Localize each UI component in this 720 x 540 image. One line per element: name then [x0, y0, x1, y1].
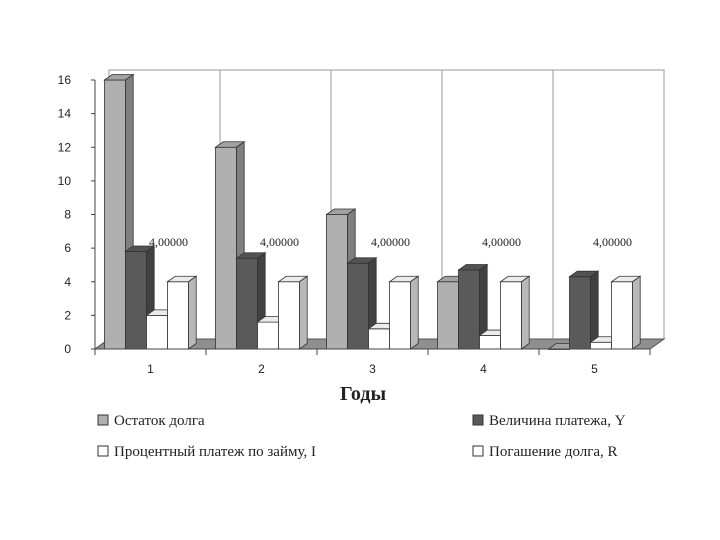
bar-series-group: [103, 73, 642, 350]
bar-side: [299, 275, 308, 350]
bar-front: [104, 79, 126, 350]
bar-side: [632, 275, 641, 350]
bar: [457, 263, 489, 350]
y-tick-label: 14: [58, 107, 72, 121]
bar-front: [389, 281, 411, 350]
x-tick-label: 4: [480, 362, 487, 376]
bar-front: [437, 281, 459, 350]
bar-front: [500, 281, 522, 350]
y-tick-label: 8: [64, 208, 71, 222]
bar-front: [326, 214, 348, 350]
x-tick-label: 2: [258, 362, 265, 376]
data-label: 4,00000: [593, 235, 632, 249]
bar-front: [125, 251, 147, 350]
legend-swatch: [472, 414, 484, 426]
legend-label: Величина платежа, Y: [489, 413, 626, 429]
y-tick-label: 0: [64, 342, 71, 356]
bar-side: [188, 275, 197, 350]
legend-label: Погашение долга, R: [489, 444, 618, 460]
legend-item: Погашение долга, R: [472, 444, 618, 460]
y-tick-label: 12: [58, 140, 72, 154]
y-tick-label: 16: [58, 73, 72, 87]
x-tick-label: 3: [369, 362, 376, 376]
bar-front: [569, 276, 591, 350]
bar-front: [479, 335, 501, 350]
bar-front: [458, 269, 480, 350]
legend-swatch: [97, 414, 109, 426]
bar-front: [257, 321, 279, 350]
y-axis: 0 2 4 6 8 10 12 14 16: [58, 73, 96, 356]
y-tick-label: 6: [64, 241, 71, 255]
bar: [499, 275, 531, 350]
bar-front: [278, 281, 300, 350]
bar: [388, 275, 420, 350]
bar-front: [236, 257, 258, 350]
x-tick-label: 5: [591, 362, 598, 376]
data-labels: 4,00000 4,00000 4,00000 4,00000 4,00000: [149, 235, 632, 249]
x-axis: 1 2 3 4 5: [94, 348, 651, 376]
bar-front: [347, 262, 369, 350]
legend-item: Процентный платеж по займу, I: [97, 444, 316, 460]
legend-item: Остаток долга: [97, 413, 205, 429]
bar-front: [590, 341, 612, 350]
bar: [166, 275, 198, 350]
data-label: 4,00000: [482, 235, 521, 249]
bar-side: [521, 275, 530, 350]
legend-swatch: [97, 445, 109, 457]
legend-swatch: [472, 445, 484, 457]
x-tick-label: 1: [147, 362, 154, 376]
data-label: 4,00000: [260, 235, 299, 249]
bar: [277, 275, 309, 350]
y-tick-label: 4: [64, 275, 71, 289]
bar-front: [215, 146, 237, 350]
bar-front: [368, 328, 390, 350]
legend-label: Остаток долга: [114, 413, 205, 429]
bar: [610, 275, 642, 350]
data-label: 4,00000: [149, 235, 188, 249]
legend-label: Процентный платеж по займу, I: [114, 444, 316, 460]
x-axis-title: Годы: [340, 383, 387, 405]
bar-front: [167, 281, 189, 350]
bar-side: [410, 275, 419, 350]
y-tick-label: 10: [58, 174, 72, 188]
bar-front: [146, 314, 168, 350]
bar: [235, 251, 267, 350]
bar-front: [611, 281, 633, 350]
y-tick-label: 2: [64, 308, 71, 322]
legend: Остаток долга Величина платежа, Y Процентн…: [97, 413, 626, 460]
data-label: 4,00000: [371, 235, 410, 249]
bar: [568, 270, 600, 350]
legend-item: Величина платежа, Y: [472, 413, 626, 429]
